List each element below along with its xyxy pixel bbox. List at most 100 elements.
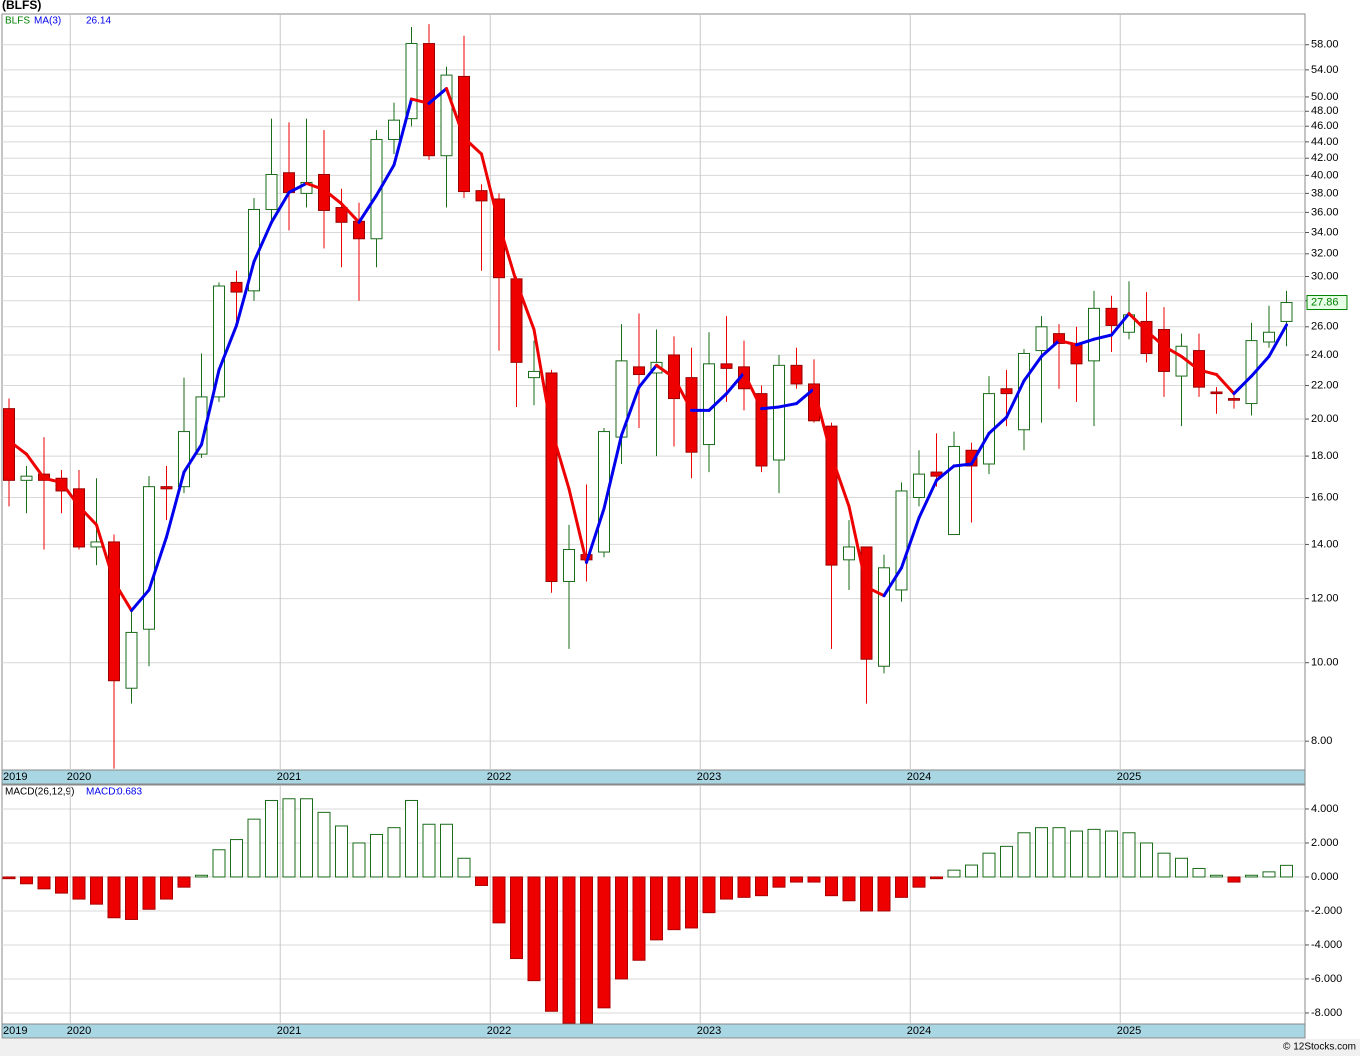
candle-body xyxy=(213,285,225,398)
macd-bar xyxy=(352,842,366,878)
ma-line xyxy=(357,193,378,224)
y-tick-label: 20.00 xyxy=(1311,413,1339,425)
ma-line xyxy=(340,202,361,224)
x-tick-label: 2022 xyxy=(487,771,511,783)
last-price-label: 27.86 xyxy=(1311,296,1339,308)
y-tick-label: 54.00 xyxy=(1311,64,1339,76)
macd-bar xyxy=(825,876,838,897)
candle-body xyxy=(1228,398,1240,401)
macd-bar xyxy=(632,876,646,961)
candle-body xyxy=(353,220,365,240)
y-tick-label: 18.00 xyxy=(1311,450,1339,462)
x-tick-label: 2022 xyxy=(487,1025,511,1037)
candle-body xyxy=(125,631,138,689)
y-tick-label: 0.000 xyxy=(1311,871,1339,883)
macd-bar xyxy=(247,818,261,878)
macd-bar xyxy=(510,876,523,960)
ma-line xyxy=(42,476,63,484)
ma-line xyxy=(1197,368,1218,377)
x-tick-label: 2021 xyxy=(277,1025,301,1037)
y-tick-label: 26.00 xyxy=(1311,321,1339,333)
x-tick-label: 2019 xyxy=(3,1025,27,1037)
candle-body xyxy=(143,486,155,630)
y-tick-label: 16.00 xyxy=(1311,491,1339,503)
candle-body xyxy=(160,486,173,490)
macd-bar xyxy=(1122,832,1136,878)
macd-bar xyxy=(1227,876,1241,883)
ma-line xyxy=(182,443,203,474)
macd-bar xyxy=(702,876,716,914)
ma-line xyxy=(112,579,133,613)
ma-line xyxy=(1250,354,1271,378)
candle-body xyxy=(1263,331,1275,343)
candle-body xyxy=(773,364,785,461)
ma-line xyxy=(1040,339,1061,358)
legend-macd-value: 0.683 xyxy=(117,787,142,798)
macd-bar xyxy=(1140,842,1153,878)
macd-bar xyxy=(1017,832,1031,878)
ma-line xyxy=(742,371,763,411)
macd-bar xyxy=(387,827,401,878)
macd-bar xyxy=(1035,827,1048,878)
y-tick-label: 4.000 xyxy=(1311,803,1339,815)
ma-line xyxy=(1022,354,1043,383)
legend-ma: MA(3) xyxy=(34,16,61,27)
ma-line xyxy=(620,385,641,437)
macd-bar xyxy=(492,876,506,924)
macd-bar xyxy=(212,849,226,878)
macd-bar xyxy=(55,876,68,894)
macd-bar xyxy=(1157,852,1171,878)
candle-body xyxy=(1035,326,1048,352)
ma-line xyxy=(252,220,273,264)
ma-line xyxy=(637,363,658,389)
macd-bar xyxy=(1175,857,1188,878)
macd-bar xyxy=(597,876,611,1009)
macd-bar xyxy=(282,798,296,878)
y-tick-label: 2.000 xyxy=(1311,837,1339,849)
ma-line xyxy=(1057,339,1078,347)
candle-body xyxy=(720,363,733,369)
macd-bar xyxy=(317,811,331,878)
macd-bar xyxy=(20,876,33,885)
macd-bar xyxy=(877,876,891,912)
candle-body xyxy=(965,449,978,467)
macd-bar xyxy=(912,876,926,888)
macd-bar xyxy=(737,876,751,898)
ma-line xyxy=(812,387,833,458)
ma-line xyxy=(1232,374,1253,396)
candle-body xyxy=(1053,333,1065,344)
macd-bar xyxy=(90,876,103,905)
macd-bar xyxy=(177,876,191,888)
candle-body xyxy=(755,393,768,467)
macd-bar xyxy=(615,876,628,980)
legend-ma-value: 26.14 xyxy=(86,16,111,27)
ma-line xyxy=(532,328,553,432)
x-tick-label: 2021 xyxy=(277,771,301,783)
candle-body xyxy=(878,567,890,667)
macd-bar xyxy=(545,876,558,1012)
ma-line xyxy=(567,487,588,564)
x-tick-label: 2023 xyxy=(697,1025,721,1037)
ma-line xyxy=(392,97,413,167)
macd-bar xyxy=(1000,845,1013,878)
x-tick-label: 2020 xyxy=(67,771,91,783)
x-tick-label: 2020 xyxy=(67,1025,91,1037)
candle-body xyxy=(475,190,488,202)
ma-line xyxy=(235,260,256,327)
y-tick-label: 50.00 xyxy=(1311,91,1339,103)
candle-body xyxy=(633,366,645,376)
y-tick-label: 12.00 xyxy=(1311,593,1339,605)
x-tick-label: 2024 xyxy=(907,771,931,783)
ma-line xyxy=(130,588,151,613)
candle-body xyxy=(825,425,838,566)
candle-body xyxy=(1070,342,1083,365)
macd-bar xyxy=(1105,830,1118,878)
macd-bar xyxy=(1192,867,1206,878)
candle-body xyxy=(860,546,873,660)
candle-body xyxy=(563,548,575,582)
y-tick-label: 46.00 xyxy=(1311,120,1339,132)
y-tick-label: 44.00 xyxy=(1311,136,1339,148)
y-tick-label: 32.00 xyxy=(1311,248,1339,260)
ma-line xyxy=(270,190,291,224)
